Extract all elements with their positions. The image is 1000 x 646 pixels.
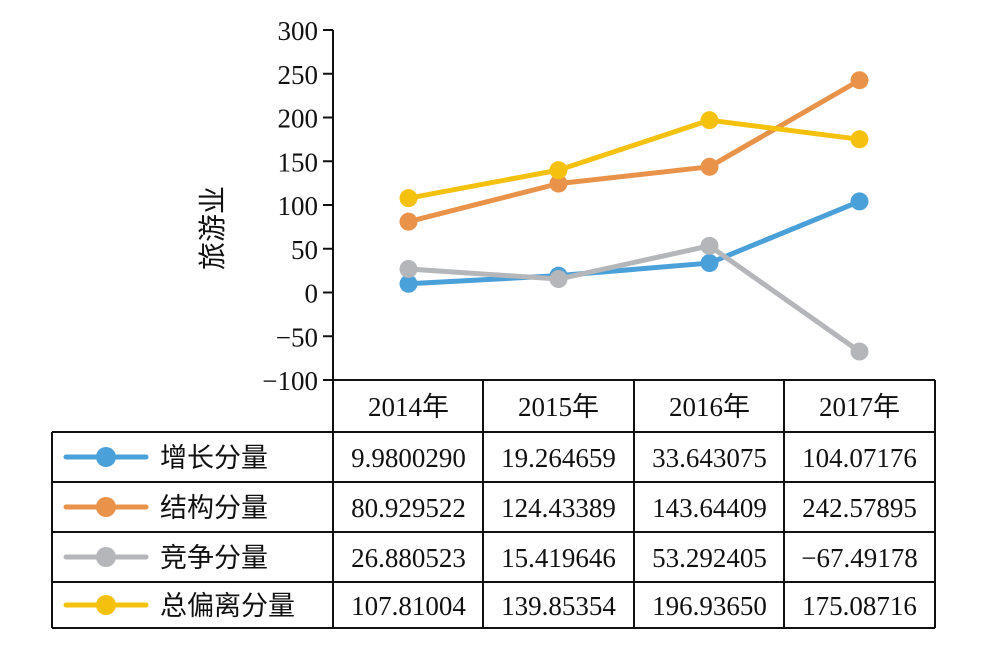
data-point — [399, 274, 418, 293]
data-point — [700, 236, 719, 255]
y-tick-label: 50 — [291, 235, 318, 265]
series-line-1 — [406, 77, 862, 225]
data-point — [700, 111, 719, 130]
y-tick-label: 200 — [278, 104, 319, 134]
y-tick-label: −50 — [276, 322, 318, 352]
data-label: 139.85354 — [501, 591, 616, 621]
series-layer — [399, 71, 869, 361]
data-point — [549, 174, 568, 193]
data-point — [549, 270, 568, 289]
legend-key-marker — [96, 497, 116, 517]
data-label: 196.93650 — [652, 591, 767, 621]
data-point — [549, 161, 568, 180]
data-label: −67.49178 — [801, 543, 917, 573]
data-label: 53.292405 — [652, 543, 767, 573]
data-label: 242.57895 — [802, 493, 917, 523]
data-point — [700, 254, 719, 273]
series-line-2 — [406, 243, 862, 355]
data-point — [850, 71, 869, 90]
data-label: 107.81004 — [351, 591, 466, 621]
legend-key-marker — [96, 447, 116, 467]
data-label: 9.9800290 — [351, 443, 466, 473]
category-label: 2016年 — [669, 392, 750, 422]
category-label: 2017年 — [819, 392, 900, 422]
y-tick-label: 300 — [278, 16, 319, 46]
data-point — [850, 192, 869, 211]
data-label: 26.880523 — [351, 543, 466, 573]
data-label: 19.264659 — [501, 443, 616, 473]
legend-key-marker — [96, 547, 116, 567]
y-tick-label: 250 — [278, 60, 319, 90]
data-label: 80.929522 — [351, 493, 466, 523]
data-label: 175.08716 — [802, 591, 917, 621]
data-label: 143.64409 — [652, 493, 767, 523]
series-line-3 — [406, 117, 862, 201]
y-tick-label: −100 — [262, 366, 318, 396]
series-line-0 — [406, 198, 862, 287]
data-label: 104.07176 — [802, 443, 917, 473]
y-axis-label: 旅游业 — [196, 186, 229, 270]
legend-series-name: 竞争分量 — [160, 543, 268, 574]
legend-series-name: 总偏离分量 — [160, 591, 295, 622]
data-point — [399, 212, 418, 231]
category-label: 2014年 — [368, 392, 449, 422]
data-label: 15.419646 — [501, 543, 616, 573]
data-label: 124.43389 — [501, 493, 616, 523]
category-label: 2015年 — [518, 392, 599, 422]
y-tick-label: 0 — [305, 279, 319, 309]
legend-key-marker — [96, 595, 116, 615]
legend-series-name: 增长分量 — [160, 443, 268, 474]
data-point — [399, 259, 418, 278]
data-point — [700, 157, 719, 176]
legend-series-name: 结构分量 — [160, 493, 268, 524]
data-point — [850, 342, 869, 361]
data-point — [850, 130, 869, 149]
y-tick-label: 100 — [278, 191, 319, 221]
y-tick-label: 150 — [278, 147, 319, 177]
axis-layer: 300 250 200 150 100 50 0 −50 −100 — [262, 16, 334, 396]
data-point — [399, 189, 418, 208]
data-label: 33.643075 — [652, 443, 767, 473]
